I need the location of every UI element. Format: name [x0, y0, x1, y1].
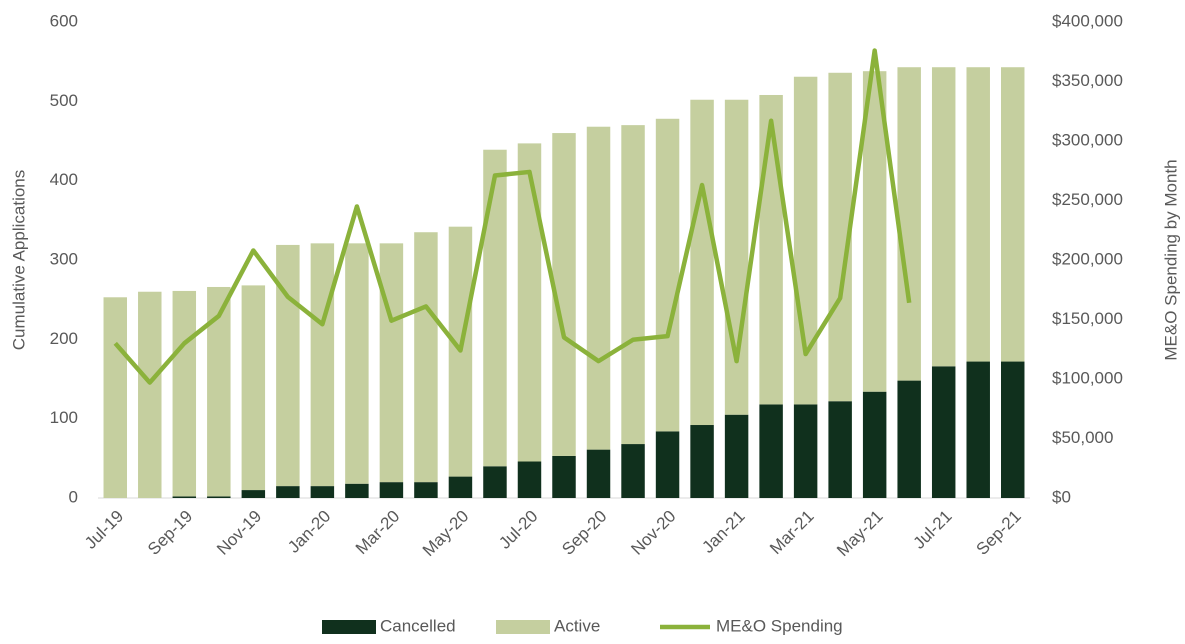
bar — [207, 286, 231, 497]
bar — [690, 425, 714, 498]
bar — [345, 483, 369, 498]
bar — [862, 391, 887, 498]
y2-tick-label: $300,000 — [1052, 130, 1123, 149]
bar — [586, 449, 611, 498]
bar — [655, 431, 680, 498]
bar — [828, 72, 852, 402]
bar — [621, 125, 645, 445]
bar — [655, 118, 680, 432]
bar — [793, 404, 818, 498]
bar — [966, 67, 990, 362]
bar — [862, 71, 887, 392]
x-tick-label: Sep-19 — [144, 507, 196, 559]
x-tick-label: Mar-21 — [766, 507, 818, 559]
legend-swatch — [496, 620, 550, 634]
bar — [621, 444, 645, 498]
y2-tick-label: $100,000 — [1052, 368, 1123, 387]
y-axis-title: Cumulative Applications — [9, 170, 28, 350]
bar — [931, 366, 956, 498]
bar — [483, 466, 507, 498]
y-tick-label: 400 — [50, 170, 78, 189]
bar — [379, 243, 404, 483]
y2-tick-label: $250,000 — [1052, 190, 1123, 209]
bar — [448, 476, 473, 498]
x-tick-label: May-20 — [419, 507, 473, 561]
bar — [897, 67, 921, 381]
bar — [345, 243, 369, 484]
bar — [276, 244, 300, 487]
x-tick-label: Jul-21 — [910, 507, 956, 553]
bar — [241, 490, 266, 498]
bar — [172, 496, 197, 498]
y2-tick-label: $200,000 — [1052, 249, 1123, 268]
bar — [207, 496, 231, 498]
bar — [690, 99, 714, 426]
bar — [103, 297, 127, 498]
y2-tick-label: $0 — [1052, 487, 1071, 506]
x-tick-label: Sep-20 — [558, 507, 610, 559]
y2-axis-title: ME&O Spending by Month — [1161, 159, 1180, 360]
bar — [414, 232, 438, 483]
bar — [310, 243, 335, 487]
x-tick-label: Jan-20 — [284, 507, 334, 557]
bar — [552, 133, 576, 456]
bar — [552, 455, 576, 498]
legend-swatch — [322, 620, 376, 634]
bar — [241, 285, 266, 491]
bar — [310, 486, 335, 498]
bar — [724, 414, 749, 498]
y2-tick-label: $50,000 — [1052, 428, 1113, 447]
bar — [759, 94, 783, 405]
y2-tick-label: $400,000 — [1052, 11, 1123, 30]
x-tick-label: Jul-20 — [495, 507, 541, 553]
y-tick-label: 0 — [69, 487, 78, 506]
y2-tick-label: $150,000 — [1052, 309, 1123, 328]
y-tick-label: 100 — [50, 408, 78, 427]
y-tick-label: 200 — [50, 329, 78, 348]
x-tick-label: Jan-21 — [698, 507, 748, 557]
bar — [828, 401, 852, 498]
y2-tick-label: $350,000 — [1052, 71, 1123, 90]
legend-label: Cancelled — [380, 616, 456, 635]
bar — [1001, 361, 1025, 498]
x-tick-label: Mar-20 — [352, 507, 404, 559]
y-tick-label: 500 — [50, 91, 78, 110]
bar — [517, 461, 542, 498]
bar — [931, 67, 956, 367]
bar — [276, 486, 300, 498]
x-tick-label: Sep-21 — [973, 507, 1025, 559]
line — [113, 48, 912, 385]
legend-label: Active — [554, 616, 600, 635]
x-tick-label: Nov-20 — [627, 507, 679, 559]
bar — [483, 149, 507, 467]
x-tick-label: Jul-19 — [81, 507, 127, 553]
bar — [414, 482, 438, 498]
x-tick-label: Nov-19 — [213, 507, 265, 559]
bar — [138, 291, 162, 498]
bar — [517, 143, 542, 462]
bar — [172, 290, 197, 497]
bar — [759, 404, 783, 498]
legend-label: ME&O Spending — [716, 616, 843, 635]
bar — [897, 380, 921, 498]
bar — [966, 361, 990, 498]
bar — [724, 99, 749, 415]
x-tick-label: May-21 — [833, 507, 887, 561]
bar — [379, 482, 404, 498]
bar — [586, 126, 611, 450]
y-tick-label: 600 — [50, 11, 78, 30]
bar — [1001, 67, 1025, 362]
y-tick-label: 300 — [50, 249, 78, 268]
